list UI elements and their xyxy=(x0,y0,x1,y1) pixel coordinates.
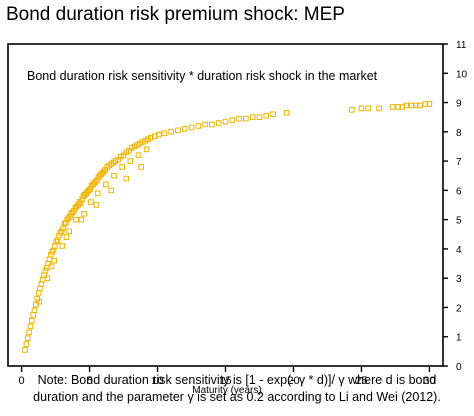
x-tick-label: 25 xyxy=(355,375,367,387)
data-point xyxy=(156,131,162,138)
chart-title: Bond duration risk premium shock: MEP xyxy=(6,4,345,25)
data-point xyxy=(263,112,270,119)
data-point xyxy=(426,101,433,107)
data-point xyxy=(42,268,49,274)
data-point xyxy=(48,263,55,270)
data-point xyxy=(51,257,58,264)
y-tick-label: 7 xyxy=(456,157,462,168)
points-layer xyxy=(22,101,433,353)
chart-note: Note: Bond duration risk sensitivity is … xyxy=(0,372,474,406)
data-point xyxy=(417,102,423,109)
y-tick-label: 0 xyxy=(456,362,462,373)
note-line-2: duration and the parameter γ is set as 0… xyxy=(33,390,441,404)
x-tick-label: 5 xyxy=(87,375,93,387)
data-point xyxy=(108,187,115,194)
y-tick-label: 1 xyxy=(456,333,462,344)
y-tick-label: 4 xyxy=(456,245,462,256)
data-point xyxy=(209,121,215,128)
data-point xyxy=(63,234,70,240)
data-point xyxy=(44,275,51,281)
data-point xyxy=(127,158,134,164)
x-tick-label: 15 xyxy=(219,375,231,387)
x-tick-label: 30 xyxy=(423,375,435,387)
data-point xyxy=(270,111,276,118)
data-point xyxy=(376,105,382,112)
data-point xyxy=(49,249,55,255)
x-tick-label: 10 xyxy=(151,375,163,387)
data-point xyxy=(395,104,401,110)
data-point xyxy=(181,126,188,132)
data-point xyxy=(413,102,419,109)
data-point xyxy=(365,105,372,112)
data-point xyxy=(123,175,130,182)
data-point xyxy=(175,127,181,134)
data-point xyxy=(66,228,72,235)
data-point xyxy=(59,243,66,249)
data-point xyxy=(222,118,229,125)
data-point xyxy=(188,124,195,131)
data-point xyxy=(24,335,31,341)
data-point xyxy=(389,104,396,110)
data-point xyxy=(73,216,79,223)
data-point xyxy=(229,117,236,123)
x-tick-label: 0 xyxy=(19,375,25,387)
data-point xyxy=(349,107,355,113)
data-point xyxy=(36,298,43,305)
data-point xyxy=(22,347,28,353)
y-tick-label: 11 xyxy=(456,40,467,51)
chart-annotation: Bond duration risk sensitivity * duratio… xyxy=(27,69,378,83)
data-point xyxy=(138,164,145,170)
axes-layer: 0 5 10 15 20 25 30 0 1 2 3 4 5 6 7 8 9 10 11 xyxy=(7,40,468,387)
data-point xyxy=(403,102,410,109)
data-point xyxy=(88,199,94,205)
y-tick-label: 2 xyxy=(456,303,462,314)
data-point xyxy=(168,129,174,135)
y-tick-label: 3 xyxy=(456,274,462,285)
data-point xyxy=(195,123,202,129)
data-point xyxy=(152,133,158,140)
data-point xyxy=(31,307,38,314)
x-axis-label: Maturity (years) xyxy=(192,385,261,396)
data-point xyxy=(26,329,32,336)
data-point xyxy=(143,146,150,153)
data-point xyxy=(256,114,263,120)
data-point xyxy=(101,168,107,175)
y-tick-label: 8 xyxy=(456,128,462,139)
data-point xyxy=(243,115,249,122)
data-point xyxy=(81,210,87,217)
data-point xyxy=(93,202,100,208)
data-point xyxy=(215,120,222,126)
data-point xyxy=(33,301,39,308)
data-point xyxy=(283,109,290,116)
data-point xyxy=(78,216,85,223)
data-point xyxy=(358,105,365,112)
plot-frame xyxy=(7,43,444,367)
data-point xyxy=(408,102,415,109)
data-point xyxy=(202,121,208,128)
data-point xyxy=(135,152,142,159)
data-point xyxy=(236,115,242,122)
data-point xyxy=(422,101,429,107)
x-tick-label: 20 xyxy=(287,375,299,387)
y-tick-label: 9 xyxy=(456,99,462,110)
data-point xyxy=(399,104,406,110)
data-point xyxy=(103,181,109,188)
data-point xyxy=(28,317,35,324)
data-point xyxy=(111,172,117,179)
data-point xyxy=(161,130,168,137)
data-point xyxy=(53,238,60,245)
data-point xyxy=(27,323,34,330)
y-tick-label: 6 xyxy=(456,186,462,197)
data-point xyxy=(249,114,256,120)
data-point xyxy=(147,134,154,141)
data-point xyxy=(58,228,65,235)
data-point xyxy=(94,190,101,197)
y-tick-label: 10 xyxy=(456,69,468,80)
y-tick-label: 5 xyxy=(456,216,462,227)
note-line-1: Note: Bond duration risk sensitivity is … xyxy=(37,373,437,387)
data-point xyxy=(119,164,125,170)
data-point xyxy=(23,341,30,347)
